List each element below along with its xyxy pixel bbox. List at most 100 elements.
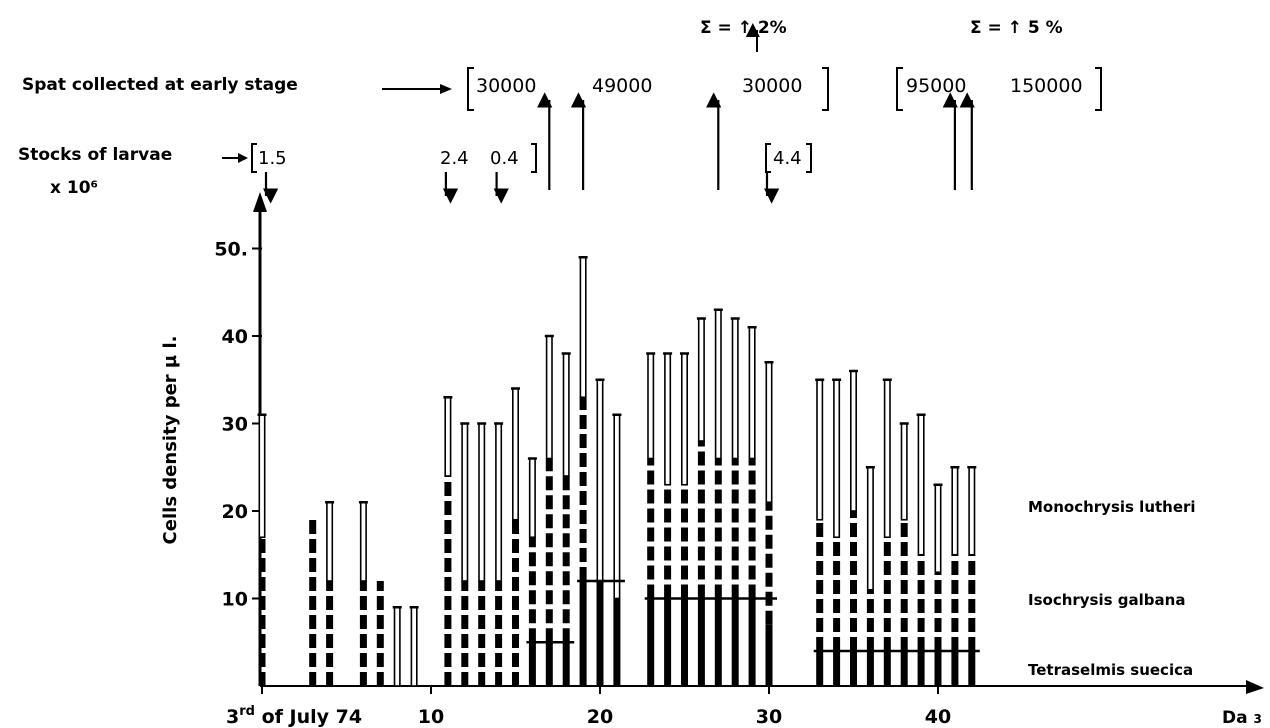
day-bar [443,396,453,686]
bar-monochrysis [326,501,334,582]
bar-monochrysis [596,378,604,582]
bar-tetraselmis [866,651,874,686]
bar-tetraselmis [681,598,688,686]
day-bar [950,466,960,686]
y-tick-label: 20 [222,501,248,523]
sum-2: Σ = ↑ 5 % [970,18,1063,38]
bar-tetraselmis [731,598,739,686]
bar-monochrysis [562,352,570,477]
day-bar [680,352,689,686]
bar-monochrysis [816,378,824,521]
bar-tetraselmis [748,598,756,686]
day-bar [815,378,825,686]
spat-brackets [251,67,1102,173]
bar-monochrysis [495,422,503,582]
day-bar [832,378,842,686]
day-bar [764,361,774,686]
day-bar [511,387,520,686]
bar-tetraselmis [917,651,925,686]
spat-value: 49000 [592,75,652,97]
x-tick-label: 30 [756,706,782,728]
bar-monochrysis [613,413,621,600]
day-bar [358,501,368,686]
day-bar [747,326,757,686]
spat-value: 30000 [742,75,802,97]
day-bar [865,466,875,686]
legend-tetraselmis: Tetraselmis suecica [1028,661,1193,679]
bar-monochrysis [545,335,553,460]
bar-tetraselmis [613,598,621,686]
bar-monochrysis [528,457,536,539]
spat-values: 30000 49000 30000 95000 150000 [476,75,1083,97]
day-bar [392,606,402,687]
bar-monochrysis [748,326,756,460]
day-bar [612,413,622,686]
bar-tetraselmis [545,642,553,686]
bar-monochrysis [511,387,519,521]
y-tick-label: 50. [214,239,248,261]
bar-monochrysis [968,466,976,556]
day-bar [477,422,487,686]
spat-label: Spat collected at early stage [22,75,298,95]
tetraselmis-level-lines [526,579,980,653]
day-bar [494,422,504,686]
bar-monochrysis [900,422,908,521]
day-bar [933,483,943,686]
y-ticks: 10 20 30 40 50. [214,239,262,611]
day-bar [325,501,335,686]
day-bar [595,378,605,686]
larvae-value: 0.4 [490,148,519,169]
bar-monochrysis [664,352,672,486]
bars [257,256,977,687]
day-bar [916,413,926,686]
bar-monochrysis [917,413,925,556]
bar-tetraselmis [833,651,841,686]
bar-tetraselmis [951,651,959,686]
bar-tetraselmis [596,581,604,686]
legend-isochrysis: Isochrysis galbana [1028,591,1185,609]
bar-monochrysis [647,352,655,460]
day-bar [696,317,706,686]
x-tick-label: 40 [925,706,951,728]
bar-tetraselmis [900,651,908,686]
x-tick-label: 20 [587,706,613,728]
bar-monochrysis [934,483,942,574]
day-bar [730,317,740,686]
bar-tetraselmis [883,651,891,686]
bar-monochrysis [731,317,739,460]
bar-tetraselmis [579,581,587,686]
y-axis-label: Cells density per µ l. [160,336,181,545]
larvae-label: Stocks of larvae [18,145,172,165]
larvae-value: 2.4 [440,148,469,169]
larvae-value: 1.5 [258,148,287,169]
sum-1: Σ = ↑ 2% [700,18,787,38]
bar-tetraselmis [934,651,942,686]
legend-monochrysis: Monochrysis lutheri [1028,498,1196,516]
day-bar [561,352,571,686]
day-bar [257,413,267,686]
bar-tetraselmis [697,598,705,686]
day-bar [409,606,419,687]
y-tick-label: 10 [222,589,248,611]
bar-monochrysis [680,352,688,486]
bar-monochrysis [866,466,874,591]
bar-tetraselmis [714,598,722,686]
bar-monochrysis [833,378,841,539]
day-bar [578,256,588,686]
x-tick-label: 10 [418,706,444,728]
spat-value: 95000 [906,75,966,97]
day-bar [899,422,909,686]
bar-tetraselmis [765,624,773,686]
x-ticks: 3rd of July 74 10 20 30 40 Da 3 [226,686,1262,728]
bar-monochrysis [849,370,857,512]
bar-monochrysis [697,317,705,442]
bar-monochrysis [410,606,418,687]
spat-value: 30000 [476,75,536,97]
bar-tetraselmis [968,651,976,686]
bar-monochrysis [951,466,959,556]
bar-monochrysis [461,422,469,582]
day-bar [460,422,470,686]
day-bar [663,352,673,686]
day-bar [967,466,977,686]
x-axis-label: Da 3 [1222,708,1262,728]
